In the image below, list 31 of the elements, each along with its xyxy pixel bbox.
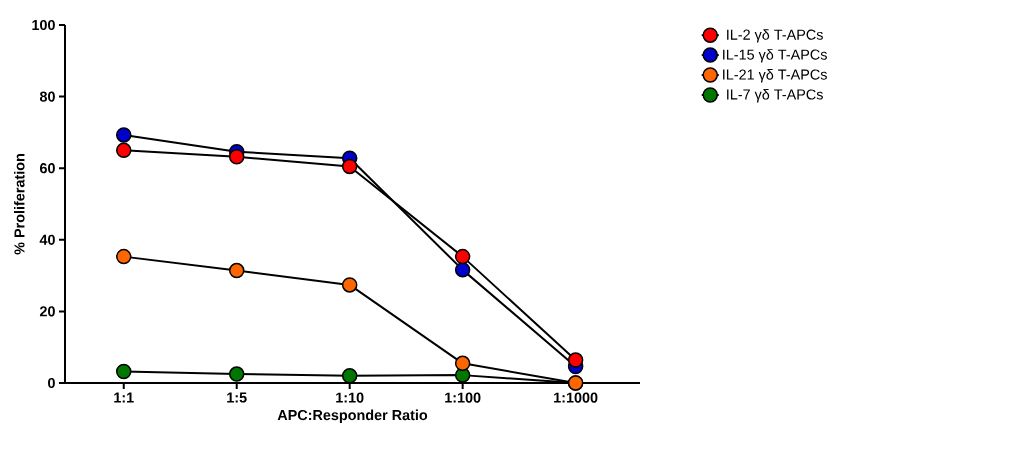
x-tick-label: 1:10 xyxy=(336,392,364,403)
y-tick-label: 40 xyxy=(39,234,55,245)
y-tick-label: 100 xyxy=(32,19,55,31)
point xyxy=(454,355,471,372)
x-axis-title: APC:Responder Ratio xyxy=(277,409,428,424)
point xyxy=(116,127,132,143)
point xyxy=(454,248,471,265)
x-tick-label: 1:1 xyxy=(114,392,134,403)
point xyxy=(454,262,471,278)
y-tick-label: 20 xyxy=(39,306,55,317)
point xyxy=(116,248,132,265)
x-tick-label: 1:5 xyxy=(227,392,247,403)
point xyxy=(116,363,132,380)
x-tick-label: 1:1000 xyxy=(554,392,598,403)
y-tick-label: 80 xyxy=(39,91,55,102)
y-axis-title: % Proliferation xyxy=(14,154,25,255)
point xyxy=(341,158,358,175)
x-tick-label: 1:100 xyxy=(445,392,481,403)
point xyxy=(228,148,245,165)
y-tick-label: 0 xyxy=(48,377,55,389)
legend-label: IL-2 γδ T-APCs xyxy=(727,29,823,43)
point xyxy=(341,277,358,293)
point xyxy=(228,366,245,382)
point xyxy=(567,352,584,368)
legend-label: IL-15 γδ T-APCs xyxy=(723,49,827,63)
y-tick-label: 60 xyxy=(39,163,55,174)
legend-label: IL-7 γδ T-APCs xyxy=(727,89,823,103)
legend-label: IL-21 γδ T-APCs xyxy=(723,69,827,83)
point xyxy=(116,142,132,159)
point xyxy=(341,368,358,384)
point xyxy=(228,262,245,279)
